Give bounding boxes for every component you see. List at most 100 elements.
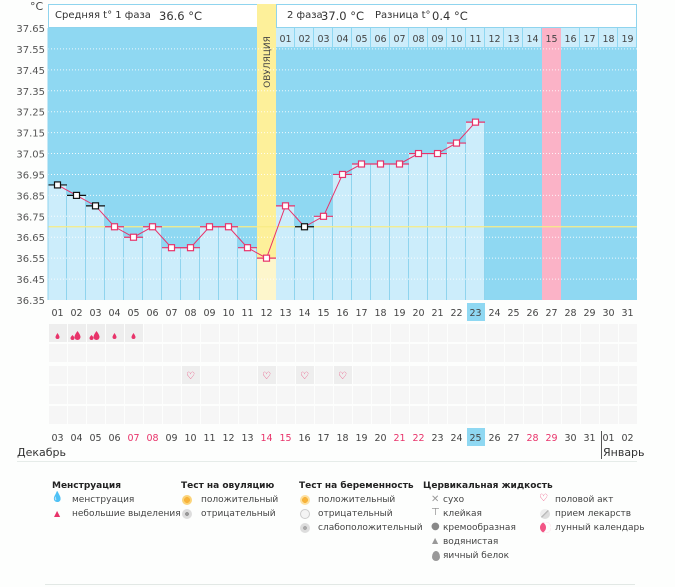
legend-item-ovulation-positive: положительный — [201, 495, 279, 505]
calendar-cell — [600, 386, 618, 404]
calendar-cell — [600, 366, 618, 384]
calendar-cell — [505, 324, 523, 342]
calendar-cell — [87, 386, 105, 404]
calendar-cell — [49, 406, 67, 424]
calendar-cell — [600, 324, 618, 342]
calendar-cell — [505, 386, 523, 404]
heart-icon: ♡ — [539, 493, 548, 504]
calendar-cell — [220, 344, 238, 362]
cycle-day-label: 22 — [450, 308, 462, 319]
spotting-icon: ▲ — [54, 509, 61, 518]
calendar-cell — [562, 344, 580, 362]
temperature-point — [300, 223, 309, 231]
calendar-date-label: 28 — [526, 433, 538, 444]
calendar-cell — [524, 324, 542, 342]
calendar-cell — [296, 344, 314, 362]
calendar-cell — [163, 324, 181, 342]
y-tick-label: 37.45 — [16, 66, 45, 77]
calendar-date-label: 31 — [583, 433, 595, 444]
calendar-cell — [220, 324, 238, 342]
calendar-cell — [353, 406, 371, 424]
temperature-bar — [238, 247, 256, 300]
calendar-cell — [448, 366, 466, 384]
cycle-day-label: 30 — [602, 308, 614, 319]
temperature-bar — [181, 247, 199, 300]
luteal-day-cell — [295, 28, 313, 47]
calendar-cell — [87, 344, 105, 362]
calendar-cell — [467, 344, 485, 362]
calendar-cell — [391, 366, 409, 384]
calendar-cell — [334, 344, 352, 362]
luteal-day-label: 12 — [488, 34, 500, 45]
calendar-cell — [543, 386, 561, 404]
ovulation-test-negative-icon — [182, 509, 192, 519]
intercourse-cell — [296, 366, 314, 384]
calendar-date-label: 05 — [89, 433, 101, 444]
calendar-cell — [315, 324, 333, 342]
calendar-cell — [49, 344, 67, 362]
calendar-cell — [391, 386, 409, 404]
calendar-cell — [353, 324, 371, 342]
calendar-cell — [87, 406, 105, 424]
calendar-cell — [239, 344, 257, 362]
divider — [17, 461, 637, 462]
luteal-day-label: 07 — [393, 34, 405, 45]
y-axis-unit: °C — [30, 0, 44, 13]
calendar-cell — [448, 386, 466, 404]
cycle-day-label: 05 — [127, 308, 139, 319]
calendar-cell — [125, 406, 143, 424]
calendar-cell — [543, 406, 561, 424]
calendar-cell — [201, 366, 219, 384]
calendar-date-label: 27 — [507, 433, 519, 444]
calendar-cell — [144, 324, 162, 342]
calendar-cell — [49, 366, 67, 384]
luteal-day-label: 15 — [545, 34, 557, 45]
calendar-cell — [220, 406, 238, 424]
temperature-bar — [276, 205, 294, 300]
calendar-cell — [182, 324, 200, 342]
calendar-cell — [410, 406, 428, 424]
calendar-cell — [467, 366, 485, 384]
calendar-date-label: 21 — [393, 433, 405, 444]
calendar-cell — [505, 366, 523, 384]
legend-item-sticky: клейкая — [443, 509, 482, 519]
luteal-day-cell — [504, 28, 522, 47]
luteal-day-cell — [561, 28, 579, 47]
temperature-point — [395, 160, 404, 168]
calendar-cell — [201, 406, 219, 424]
calendar-cell — [448, 344, 466, 362]
calendar-cell — [581, 406, 599, 424]
luteal-day-cell — [580, 28, 598, 47]
legend-title-menstruation: Менструация — [52, 481, 121, 491]
calendar-cell — [201, 344, 219, 362]
calendar-cell — [562, 386, 580, 404]
calendar-cell — [524, 366, 542, 384]
calendar-cell — [467, 406, 485, 424]
cycle-day-label: 19 — [393, 308, 405, 319]
calendar-cell — [315, 344, 333, 362]
cycle-day-label: 07 — [165, 308, 177, 319]
luteal-day-cell — [352, 28, 370, 47]
calendar-cell — [334, 324, 352, 342]
legend-item-watery: водянистая — [443, 537, 499, 547]
calendar-cell — [391, 344, 409, 362]
calendar-cell — [239, 406, 257, 424]
calendar-cell — [163, 344, 181, 362]
legend-item-pregnancy-positive: положительный — [318, 495, 396, 505]
luteal-day-label: 16 — [564, 34, 576, 45]
calendar-cell — [429, 324, 447, 342]
calendar-cell — [125, 386, 143, 404]
legend-item-creamy: кремообразная — [443, 523, 516, 533]
calendar-date-label: 01 — [602, 433, 614, 444]
calendar-cell — [543, 366, 561, 384]
sticky-icon: ⊤ — [431, 507, 440, 518]
calendar-date-label: 02 — [621, 433, 633, 444]
cycle-day-label: 08 — [184, 308, 196, 319]
luteal-day-cell — [333, 28, 351, 47]
temperature-point — [72, 191, 81, 199]
calendar-cell — [524, 386, 542, 404]
calendar-cell — [277, 366, 295, 384]
calendar-cell — [334, 406, 352, 424]
calendar-date-label: 12 — [222, 433, 234, 444]
calendar-cell — [600, 406, 618, 424]
